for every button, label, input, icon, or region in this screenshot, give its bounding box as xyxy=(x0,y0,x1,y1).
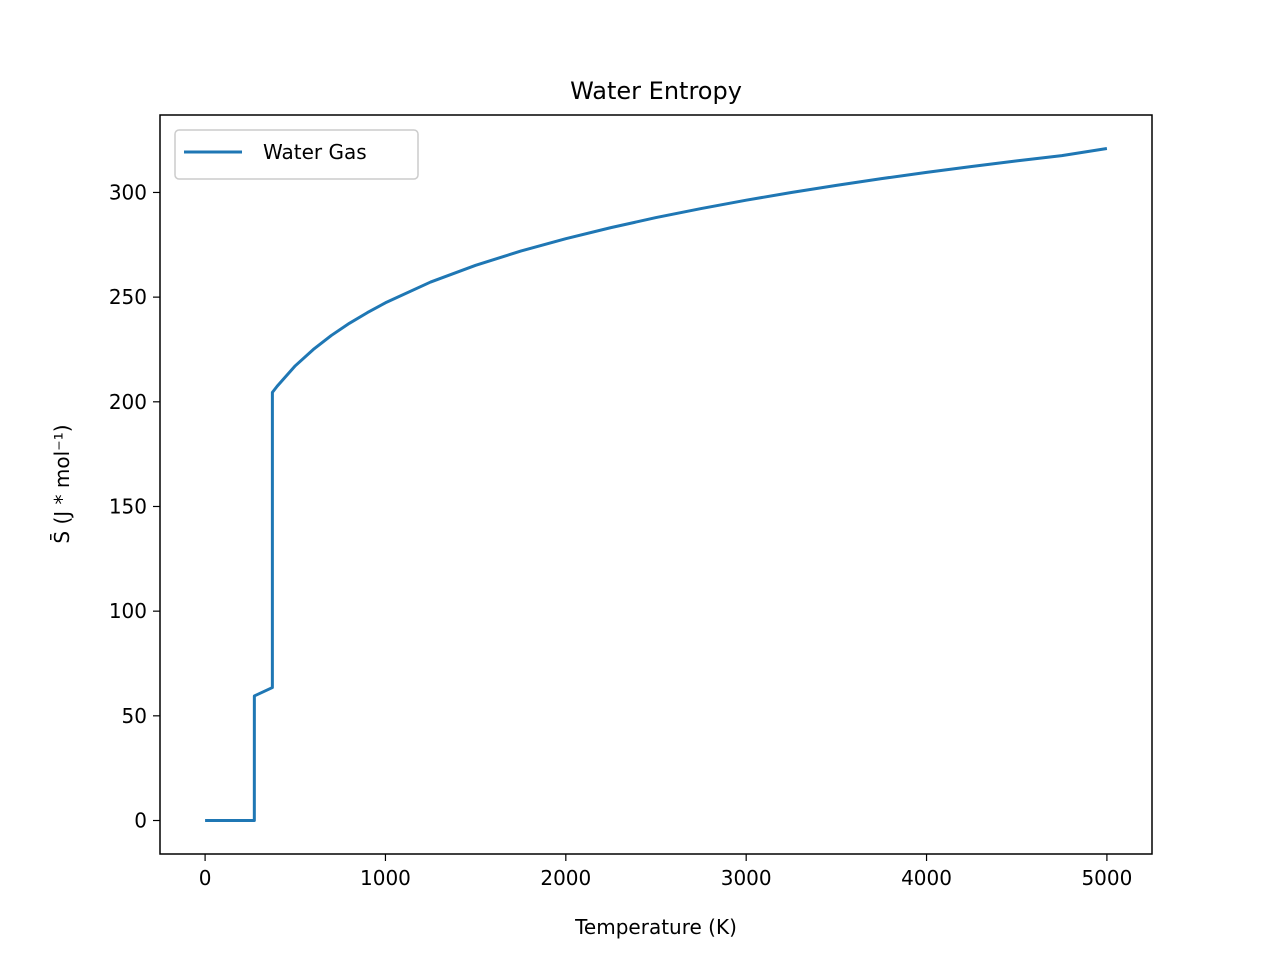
y-tick-label: 0 xyxy=(134,809,147,833)
series-line-0 xyxy=(205,147,1108,822)
x-tick-label: 4000 xyxy=(901,866,952,890)
y-axis-title: S̄ (J * mol⁻¹) xyxy=(49,424,74,543)
x-tick-label: 1000 xyxy=(360,866,411,890)
y-tick-label: 300 xyxy=(109,180,147,204)
series-layer xyxy=(205,147,1108,822)
plot-frame xyxy=(159,114,1153,855)
x-axis-ticks: 0 1000 2000 3000 4000 5000 xyxy=(199,854,1132,890)
plot-area: 0 1000 2000 3000 4000 5000 0 50 100 150 200 250 300 xyxy=(109,114,1153,890)
y-tick-label: 150 xyxy=(109,494,147,518)
y-tick-label: 200 xyxy=(109,390,147,414)
chart-title: Water Entropy xyxy=(570,77,742,105)
y-tick-label: 50 xyxy=(122,704,147,728)
x-axis-title: Temperature (K) xyxy=(574,915,737,939)
x-tick-label: 2000 xyxy=(540,866,591,890)
x-tick-label: 3000 xyxy=(721,866,772,890)
y-tick-label: 250 xyxy=(109,285,147,309)
legend-label: Water Gas xyxy=(263,140,367,164)
x-tick-label: 5000 xyxy=(1081,866,1132,890)
x-tick-label: 0 xyxy=(199,866,212,890)
legend-box xyxy=(174,129,419,180)
legend: Water Gas xyxy=(174,129,419,180)
y-axis-ticks: 0 50 100 150 200 250 300 xyxy=(109,180,160,833)
y-tick-label: 100 xyxy=(109,599,147,623)
